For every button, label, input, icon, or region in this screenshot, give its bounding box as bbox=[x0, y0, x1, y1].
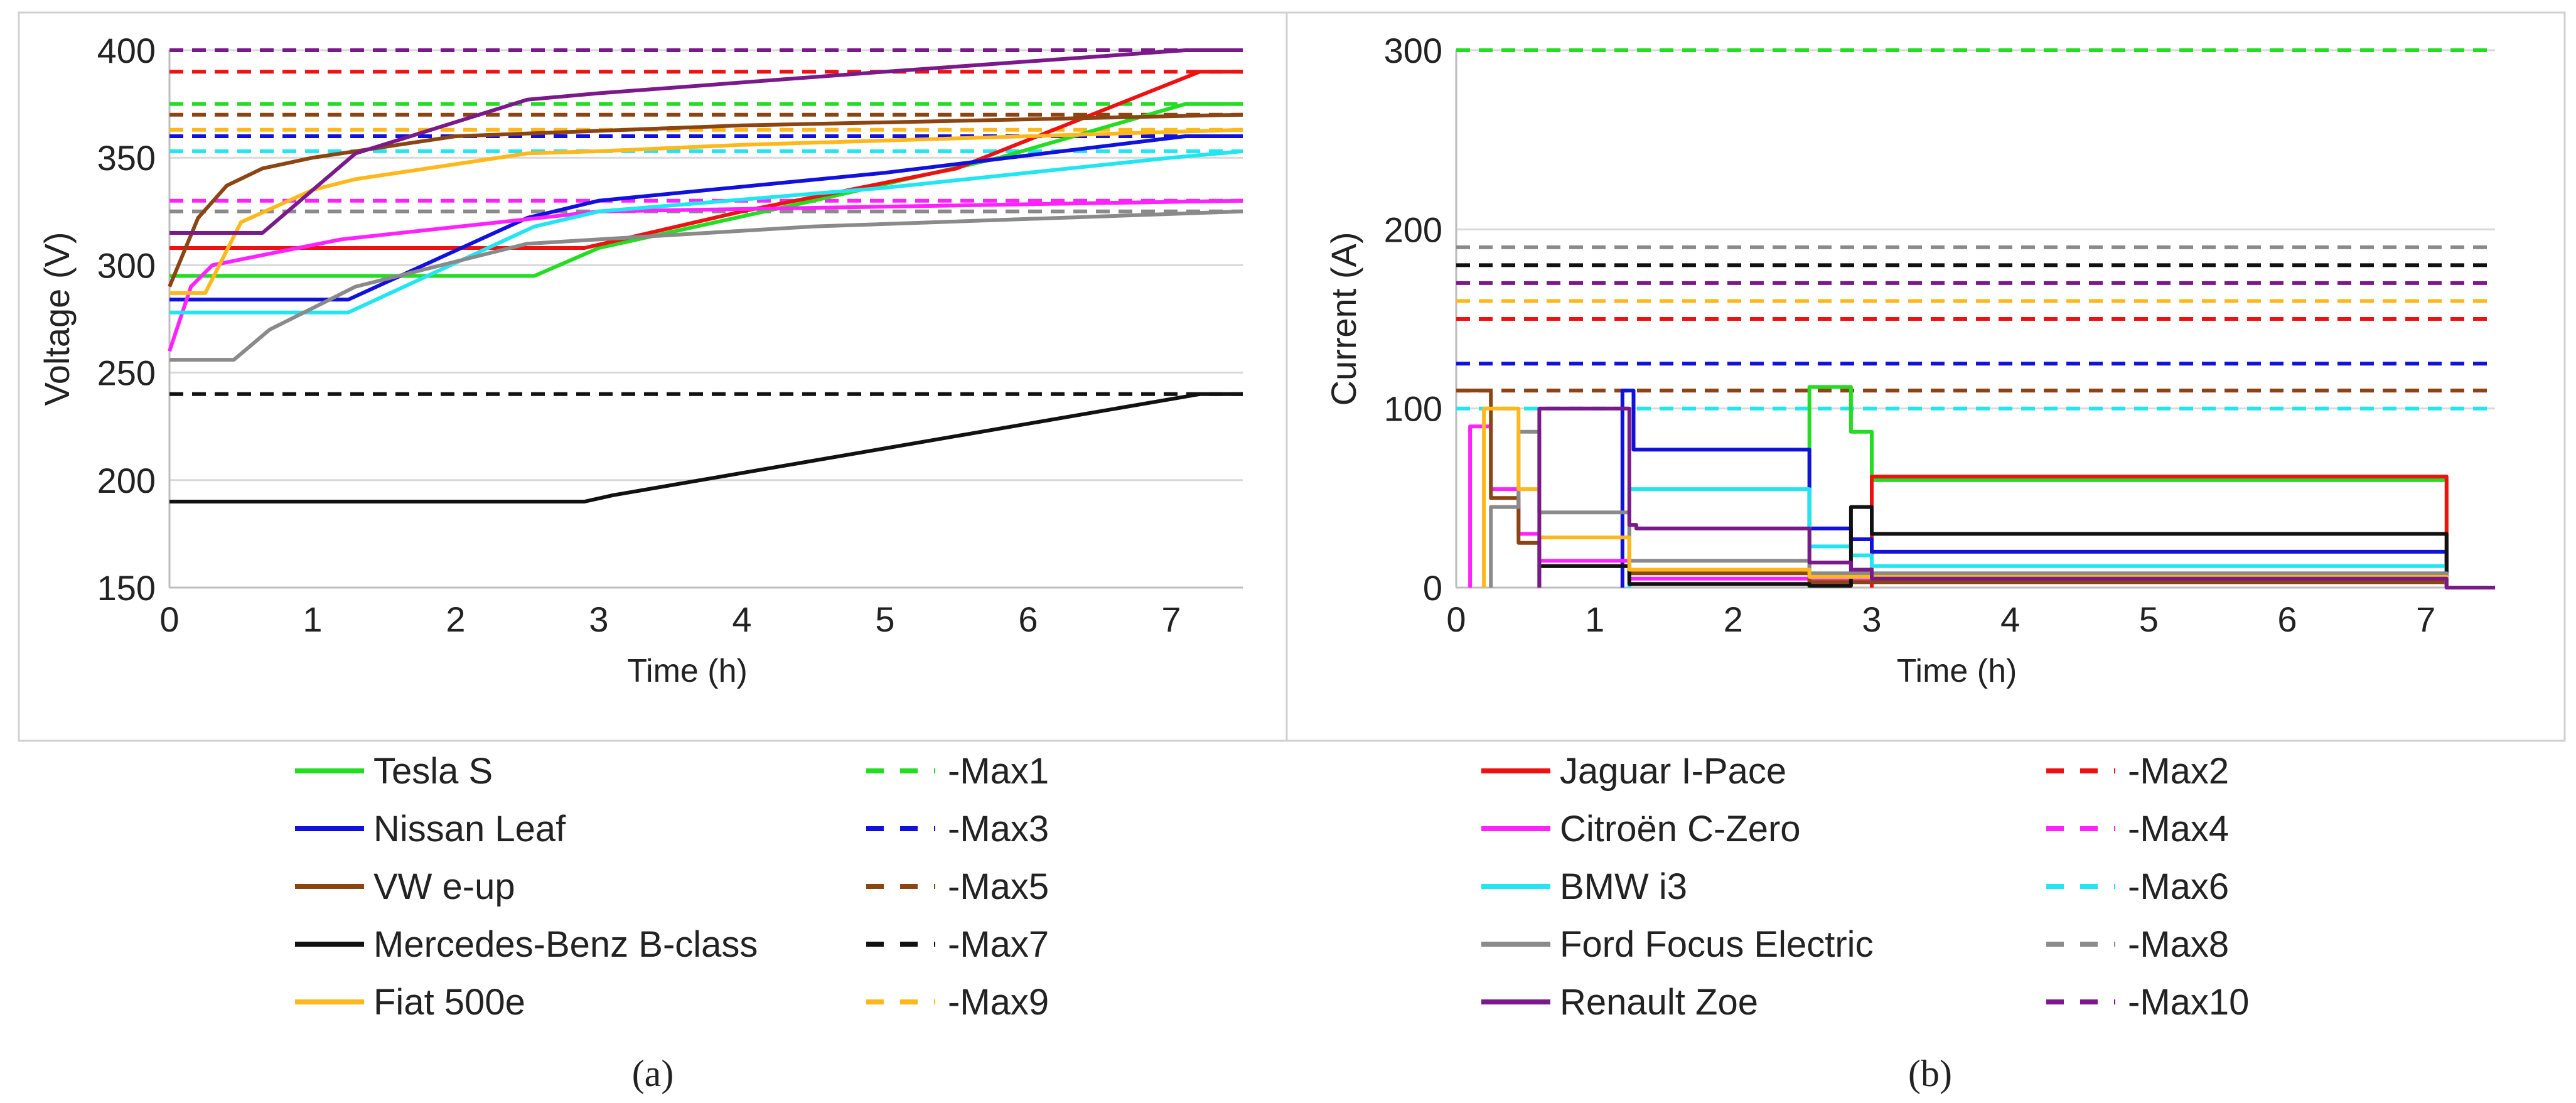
x-tick-label: 0 bbox=[159, 600, 179, 639]
y-tick-label: 100 bbox=[1384, 389, 1442, 429]
legend-item-nissan-leaf: Nissan Leaf bbox=[295, 809, 566, 849]
series-vw-e-up bbox=[168, 112, 1243, 288]
legend-item-jaguar-i-pace: Jaguar I-Pace bbox=[1481, 751, 1786, 792]
legend-item-max2: -Max2 bbox=[2046, 751, 2229, 792]
series-jaguar-i-pace bbox=[169, 70, 1243, 250]
legend-item-tesla-s: Tesla S bbox=[295, 751, 493, 792]
legend-item-ford-focus-electric: Ford Focus Electric bbox=[1481, 924, 1874, 965]
x-tick-label: 2 bbox=[446, 600, 465, 639]
legend-item-max1: -Max1 bbox=[866, 751, 1049, 792]
legend-label: -Max2 bbox=[2128, 751, 2229, 792]
legend-label: Ford Focus Electric bbox=[1560, 924, 1874, 965]
legend-item-citroen-c-zero: Citroën C-Zero bbox=[1481, 809, 1801, 849]
y-tick-label: 300 bbox=[97, 245, 156, 285]
series-vw-e-up bbox=[1456, 389, 2495, 589]
chart-frame-b bbox=[1285, 11, 2566, 742]
legend-label: -Max7 bbox=[948, 924, 1049, 965]
y-tick-label: 200 bbox=[1384, 210, 1442, 249]
voltage-chart: 150 200 250 300 350 400 0 1 2 3 4 5 6 7 Time (h) Voltag… bbox=[37, 31, 1243, 689]
legend-item-max6: -Max6 bbox=[2046, 866, 2229, 907]
x-tick-label: 2 bbox=[1724, 600, 1743, 639]
x-tick-label: 3 bbox=[1862, 600, 1881, 639]
x-tick-label: 6 bbox=[1018, 600, 1038, 639]
legend-label: VW e-up bbox=[373, 866, 515, 907]
legend: Tesla S -Max1 Jaguar I-Pace -Max2 Nissan Lea… bbox=[295, 751, 2249, 1023]
y-axis-label: Voltage (V) bbox=[37, 232, 77, 406]
series-ford-focus-electric bbox=[169, 209, 1243, 362]
series-renault-zoe bbox=[169, 48, 1243, 235]
legend-item-max3: -Max3 bbox=[866, 809, 1049, 849]
legend-item-max7: -Max7 bbox=[866, 924, 1049, 965]
series-fiat-500e bbox=[169, 127, 1243, 295]
caption-a: (a) bbox=[632, 1053, 674, 1094]
x-tick-label: 1 bbox=[1585, 600, 1604, 639]
x-axis-label: Time (h) bbox=[1897, 653, 2017, 689]
y-tick-label: 250 bbox=[97, 353, 156, 393]
x-tick-label: 5 bbox=[2139, 600, 2159, 639]
legend-label: Fiat 500e bbox=[373, 982, 525, 1023]
legend-label: -Max8 bbox=[2128, 924, 2229, 965]
y-tick-label: 350 bbox=[97, 138, 156, 178]
y-tick-label: 150 bbox=[97, 568, 156, 608]
legend-label: -Max6 bbox=[2128, 866, 2229, 907]
y-tick-label: 400 bbox=[97, 31, 156, 70]
x-tick-label: 1 bbox=[303, 600, 322, 639]
current-chart: 0 100 200 300 0 1 2 3 4 5 6 7 Time (h) Current (A) bbox=[1324, 31, 2495, 689]
x-tick-label: 7 bbox=[2416, 600, 2435, 639]
legend-label: -Max5 bbox=[948, 866, 1049, 907]
legend-label: -Max4 bbox=[2128, 809, 2229, 849]
x-tick-label: 0 bbox=[1446, 600, 1466, 639]
legend-label: Tesla S bbox=[373, 751, 493, 792]
legend-item-max4: -Max4 bbox=[2046, 809, 2229, 849]
legend-label: -Max9 bbox=[948, 982, 1049, 1023]
x-tick-label: 3 bbox=[589, 600, 608, 639]
legend-item-renault-zoe: Renault Zoe bbox=[1481, 982, 1758, 1023]
x-tick-label: 4 bbox=[732, 600, 751, 639]
legend-item-max10: -Max10 bbox=[2046, 982, 2249, 1023]
legend-item-max9: -Max9 bbox=[866, 982, 1049, 1023]
y-tick-label: 0 bbox=[1423, 568, 1442, 608]
legend-label: -Max3 bbox=[948, 809, 1049, 849]
series-mercedes-benz-b-class bbox=[169, 392, 1243, 503]
legend-label: Citroën C-Zero bbox=[1560, 809, 1801, 849]
chart-frame-a bbox=[18, 11, 1288, 742]
legend-label: Renault Zoe bbox=[1560, 982, 1758, 1023]
legend-item-max8: -Max8 bbox=[2046, 924, 2229, 965]
legend-label: Jaguar I-Pace bbox=[1560, 751, 1786, 792]
legend-label: Nissan Leaf bbox=[373, 809, 566, 849]
y-axis-label: Current (A) bbox=[1324, 232, 1363, 406]
y-tick-label: 200 bbox=[97, 461, 156, 500]
series-citroen-c-zero bbox=[168, 198, 1243, 352]
x-tick-label: 4 bbox=[2000, 600, 2020, 639]
x-tick-label: 7 bbox=[1161, 600, 1181, 639]
series-ford-focus-electric bbox=[1489, 429, 2495, 589]
y-tick-label: 300 bbox=[1384, 31, 1442, 70]
x-tick-label: 6 bbox=[2277, 600, 2297, 639]
series-nissan-leaf bbox=[169, 134, 1243, 302]
legend-item-mercedes-benz-b-class: Mercedes-Benz B-class bbox=[295, 924, 758, 965]
series-tesla-s bbox=[1807, 385, 2495, 589]
caption-b: (b) bbox=[1908, 1053, 1952, 1094]
legend-label: -Max10 bbox=[2128, 982, 2249, 1023]
series-tesla-s bbox=[169, 102, 1243, 278]
legend-item-vw-e-up: VW e-up bbox=[295, 866, 515, 907]
legend-label: Mercedes-Benz B-class bbox=[373, 924, 758, 965]
x-tick-label: 5 bbox=[875, 600, 894, 639]
series-bmw-i3 bbox=[169, 149, 1243, 315]
legend-item-fiat-500e: Fiat 500e bbox=[295, 982, 525, 1023]
x-axis-label: Time (h) bbox=[627, 653, 748, 689]
series-renault-zoe bbox=[1537, 406, 2495, 589]
legend-label: BMW i3 bbox=[1560, 866, 1687, 907]
legend-item-bmw-i3: BMW i3 bbox=[1481, 866, 1687, 907]
legend-label: -Max1 bbox=[948, 751, 1049, 792]
legend-item-max5: -Max5 bbox=[866, 866, 1049, 907]
